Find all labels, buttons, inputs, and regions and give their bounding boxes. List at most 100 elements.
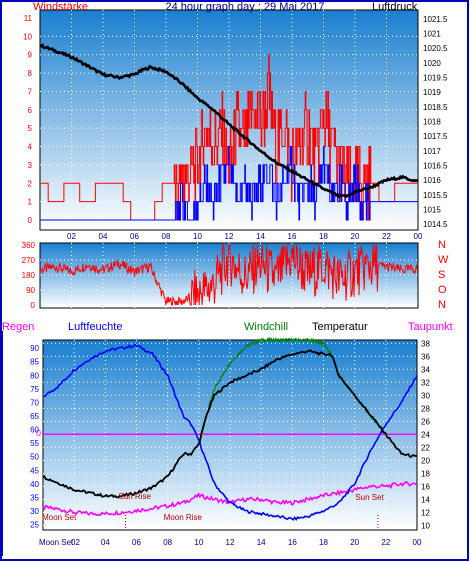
annotation-label: Sun Rise — [118, 492, 151, 501]
pressure-tick-label: 1020 — [423, 59, 441, 68]
wind-gust-series — [40, 54, 418, 221]
time-tick-label: 22 — [382, 232, 391, 241]
pressure-tick-label: 1019.5 — [423, 73, 448, 82]
temp-humidity-series — [42, 336, 418, 521]
regen-zero-label: 0 — [36, 428, 41, 438]
time-tick-label: 04 — [99, 232, 108, 241]
time-tick-label: 16 — [288, 538, 297, 547]
pressure-tick-label: 1020.5 — [423, 44, 448, 53]
temperature-tick-label: 22 — [421, 443, 430, 452]
time-tick-label: 04 — [101, 538, 110, 547]
time-tick-label: 00 — [413, 538, 422, 547]
sun-moon-annotations: Moon Set Sun Rise Moon Rise Sun Set — [42, 492, 385, 530]
humidity-tick-label: 25 — [30, 521, 39, 530]
wind-tick-label: 2 — [28, 179, 33, 188]
windstaerke-label: Windstärke — [33, 1, 88, 13]
wind-direction-line — [39, 244, 419, 307]
pressure-tick-label: 1015.5 — [423, 191, 448, 200]
humidity-tick-label: 90 — [30, 344, 39, 353]
compass-label: O — [438, 284, 447, 296]
pressure-tick-label: 1015 — [423, 205, 441, 214]
wind-speed-series — [40, 146, 418, 221]
pressure-tick-label: 1016 — [423, 176, 441, 185]
wind-tick-label: 3 — [28, 161, 33, 170]
wind-tick-label: 6 — [28, 106, 33, 115]
annotation-label: Moon Set — [42, 513, 77, 522]
pressure-tick-label: 1018 — [423, 117, 441, 126]
pressure-tick-label: 1017 — [423, 147, 441, 156]
moon-set-bottom-label: Moon Set — [39, 538, 74, 547]
temperature-tick-label: 16 — [421, 482, 430, 491]
direction-tick-label: 270 — [22, 256, 36, 265]
temperature-series — [42, 349, 417, 499]
pressure-tick-label: 1021.5 — [423, 15, 448, 24]
time-tick-label: 12 — [226, 538, 235, 547]
time-tick-label: 12 — [225, 232, 234, 241]
humidity-tick-label: 60 — [30, 426, 39, 435]
temperature-tick-label: 12 — [421, 508, 430, 517]
humidity-tick-label: 45 — [30, 466, 39, 475]
direction-tick-label: 0 — [31, 301, 36, 310]
humidity-series — [42, 343, 418, 521]
wind-tick-label: 4 — [28, 143, 33, 152]
humidity-tick-label: 40 — [30, 480, 39, 489]
time-tick-label: 14 — [256, 232, 265, 241]
temperature-tick-label: 10 — [421, 521, 430, 530]
regen-label: Regen — [2, 321, 34, 333]
time-tick-label: 00 — [414, 232, 423, 241]
time-tick-label: 14 — [257, 538, 266, 547]
humidity-tick-label: 30 — [30, 507, 39, 516]
temp-x-tick-labels: 04 06 08 10 12 14 16 18 20 22 00 — [101, 538, 422, 547]
direction-tick-label: 180 — [22, 271, 36, 280]
humidity-left-tick-labels: 90 85 80 75 70 65 60 55 50 45 40 35 30 25 — [30, 344, 39, 529]
humidity-tick-label: 80 — [30, 371, 39, 380]
chart-title: 24 hour graph day : 29 Mai 2017 — [165, 1, 324, 13]
compass-label: N — [438, 239, 446, 251]
humidity-tick-label: 65 — [30, 412, 39, 421]
temperature-tick-label: 26 — [421, 417, 430, 426]
wind-x-tick-labels: 02 04 06 08 10 12 14 16 18 20 22 00 — [67, 232, 423, 241]
annotation-label: Sun Set — [355, 493, 384, 502]
windchill-label: Windchill — [244, 321, 288, 333]
wind-pressure-series — [39, 42, 419, 221]
temperature-tick-label: 30 — [421, 391, 430, 400]
time-tick-label: 16 — [288, 232, 297, 241]
pressure-tick-label: 1019 — [423, 88, 441, 97]
time-tick-label: 08 — [162, 232, 171, 241]
direction-tick-label: 90 — [26, 286, 35, 295]
pressure-tick-label: 1021 — [423, 29, 441, 38]
time-tick-label: 10 — [194, 538, 203, 547]
temperature-tick-label: 14 — [421, 495, 430, 504]
time-tick-label: 06 — [132, 538, 141, 547]
compass-label: S — [438, 269, 445, 281]
wind-tick-label: 0 — [28, 216, 33, 225]
temperature-tick-label: 18 — [421, 469, 430, 478]
wind-tick-label: 10 — [23, 32, 32, 41]
humidity-tick-label: 35 — [30, 493, 39, 502]
wind-pressure-grid — [40, 10, 418, 230]
temperatur-label: Temperatur — [312, 321, 368, 333]
direction-tick-label: 360 — [22, 241, 36, 250]
time-prefix-label: 02 — [71, 538, 80, 547]
wind-tick-label: 1 — [28, 198, 33, 207]
pressure-tick-label: 1014.5 — [423, 220, 448, 229]
temperature-tick-label: 24 — [421, 430, 430, 439]
temperature-tick-label: 34 — [421, 365, 430, 374]
wind-direction-series — [39, 244, 419, 307]
wind-tick-label: 8 — [28, 69, 33, 78]
time-tick-label: 20 — [350, 538, 359, 547]
luftdruck-label: Luftdruck — [372, 1, 418, 13]
humidity-tick-label: 85 — [30, 358, 39, 367]
compass-label: N — [438, 299, 446, 311]
wind-tick-label: 7 — [28, 87, 33, 96]
wind-direction-tick-labels: 360 270 180 90 0 — [22, 241, 36, 310]
time-tick-label: 06 — [130, 232, 139, 241]
time-tick-label: 10 — [193, 232, 202, 241]
wind-tick-label: 5 — [28, 124, 33, 133]
luftfeuchte-label: Luftfeuchte — [68, 321, 122, 333]
